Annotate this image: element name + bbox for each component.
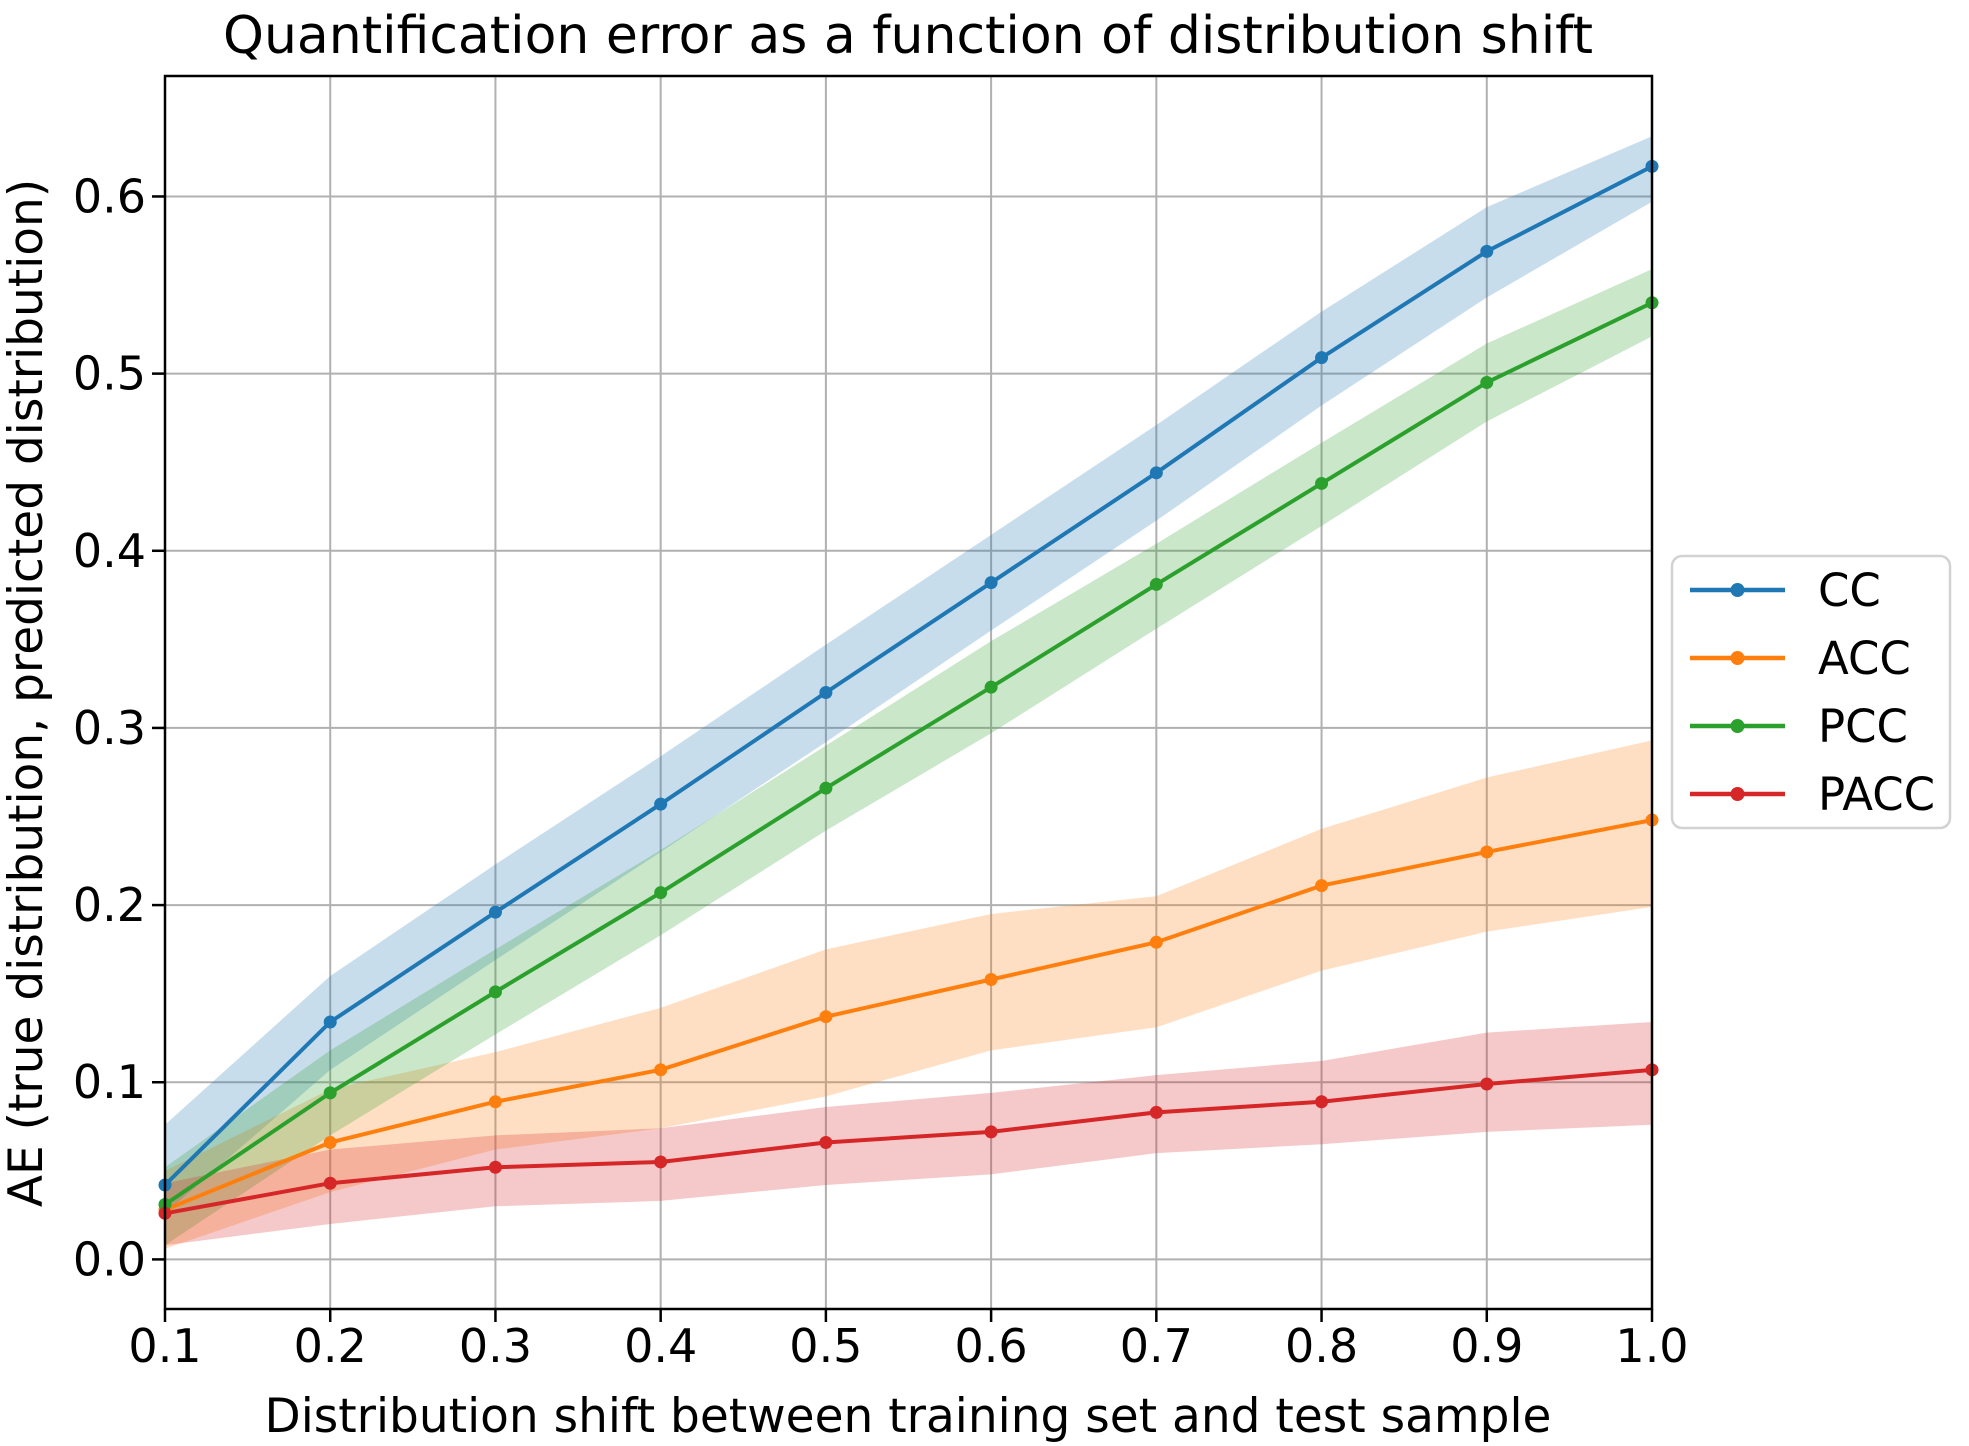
x-tick-label-0.9: 0.9	[1450, 1319, 1523, 1373]
line-ACC	[163, 818, 1654, 1212]
axis-ticks	[152, 195, 1654, 1322]
y-tick-label-0.4: 0.4	[73, 524, 146, 578]
plot-border	[163, 74, 1654, 1311]
y-tick-label-0.3: 0.3	[73, 701, 146, 755]
marker-ACC-0.3	[488, 1095, 502, 1109]
line-CC	[163, 164, 1654, 1187]
series-markers	[158, 159, 1659, 1220]
marker-CC-0.5	[819, 686, 833, 699]
marker-CC-0.4	[654, 797, 668, 811]
x-tick-label-0.8: 0.8	[1285, 1319, 1358, 1373]
series-lines	[163, 164, 1654, 1216]
x-tick-label-0.5: 0.5	[789, 1319, 862, 1373]
legend-label-CC: CC	[1818, 564, 1881, 617]
legend-label-PCC: PCC	[1818, 700, 1908, 753]
marker-CC-0.7	[1149, 466, 1163, 480]
legend: CC ACC PCC PACC	[1670, 554, 1952, 830]
x-tick-label-0.1: 0.1	[128, 1319, 201, 1373]
marker-ACC-0.6	[984, 972, 998, 986]
y-tick-label-0.1: 0.1	[73, 1055, 146, 1109]
marker-CC-0.9	[1480, 244, 1494, 258]
x-axis-label: Distribution shift between training set …	[265, 1389, 1552, 1444]
line-PACC	[163, 1067, 1654, 1216]
confidence-bands	[165, 136, 1652, 1249]
marker-PCC-0.2	[323, 1086, 337, 1100]
marker-PACC-0.2	[323, 1176, 337, 1190]
legend-label-ACC: ACC	[1818, 632, 1911, 685]
marker-PCC-0.9	[1480, 375, 1494, 389]
band-CC	[165, 136, 1652, 1214]
marker-CC-0.2	[323, 1015, 337, 1029]
y-tick-label-0.2: 0.2	[73, 878, 146, 932]
line-PCC	[163, 300, 1654, 1207]
marker-PACC-0.6	[984, 1125, 998, 1139]
chart-title: Quantification error as a function of di…	[223, 6, 1593, 66]
marker-CC-0.8	[1315, 351, 1329, 365]
marker-PACC-0.9	[1480, 1077, 1494, 1091]
marker-PCC-0.6	[984, 680, 998, 694]
x-tick-label-0.3: 0.3	[459, 1319, 532, 1373]
marker-PCC-0.7	[1149, 577, 1163, 591]
marker-ACC-0.7	[1149, 935, 1163, 949]
marker-PCC-0.3	[488, 985, 502, 999]
band-PACC	[165, 1022, 1652, 1246]
y-axis-label: AE (true distribution, predicted distrib…	[0, 179, 54, 1207]
marker-PCC-0.4	[654, 886, 668, 900]
band-PCC	[165, 269, 1652, 1246]
marker-ACC-0.8	[1315, 879, 1329, 893]
x-tick-label-0.6: 0.6	[955, 1319, 1028, 1373]
marker-CC-0.3	[488, 905, 502, 919]
x-tick-label-0.4: 0.4	[624, 1319, 697, 1373]
legend-box	[1670, 554, 1952, 830]
marker-PACC-0.3	[488, 1160, 502, 1174]
legend-swatch-marker-PACC	[1730, 787, 1745, 801]
marker-ACC-0.2	[323, 1135, 337, 1149]
marker-PACC-0.5	[819, 1135, 833, 1149]
marker-ACC-0.4	[654, 1063, 668, 1077]
legend-swatch-marker-PCC	[1730, 719, 1745, 733]
x-tick-label-0.2: 0.2	[294, 1319, 367, 1373]
marker-PCC-0.5	[819, 781, 833, 795]
legend-label-PACC: PACC	[1818, 768, 1935, 821]
y-tick-label-0.0: 0.0	[73, 1232, 146, 1286]
marker-PACC-0.7	[1149, 1105, 1163, 1119]
x-tick-label-0.7: 0.7	[1120, 1319, 1193, 1373]
marker-ACC-0.5	[819, 1010, 833, 1024]
marker-CC-0.6	[984, 576, 998, 590]
marker-PACC-0.4	[654, 1155, 668, 1169]
marker-PACC-0.8	[1315, 1095, 1329, 1109]
y-tick-label-0.6: 0.6	[73, 169, 146, 223]
x-tick-label-1.0: 1.0	[1615, 1319, 1688, 1373]
y-tick-label-0.5: 0.5	[73, 347, 146, 401]
legend-swatch-marker-ACC	[1730, 651, 1745, 665]
marker-ACC-0.9	[1480, 845, 1494, 859]
legend-swatch-marker-CC	[1730, 583, 1745, 597]
tick-labels: 0.1 0.2 0.3 0.4 0.5 0.6 0.7 0.8 0.9 1.0 0.0 0.1 0.2 0…	[73, 169, 1689, 1373]
band-ACC	[165, 740, 1652, 1249]
marker-PCC-0.8	[1315, 476, 1329, 490]
